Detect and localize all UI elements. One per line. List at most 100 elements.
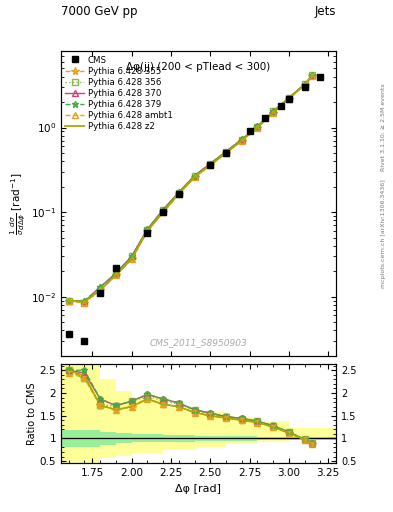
CMS xyxy=(82,338,87,344)
Pythia 6.428 ambt1 xyxy=(145,228,150,234)
Pythia 6.428 370 xyxy=(114,270,118,276)
Pythia 6.428 370 xyxy=(66,297,71,304)
Pythia 6.428 355 xyxy=(302,82,307,88)
Pythia 6.428 ambt1 xyxy=(310,73,315,79)
Text: mcplots.cern.ch [arXiv:1306.3436]: mcplots.cern.ch [arXiv:1306.3436] xyxy=(381,180,386,288)
Pythia 6.428 ambt1 xyxy=(255,124,260,131)
Pythia 6.428 356 xyxy=(302,81,307,88)
CMS xyxy=(208,162,213,168)
Pythia 6.428 355 xyxy=(192,174,197,180)
Pythia 6.428 379 xyxy=(208,161,213,167)
Pythia 6.428 z2 xyxy=(302,82,307,88)
Y-axis label: $\frac{1}{\sigma}\frac{d\sigma}{d\Delta\phi}$ [rad$^{-1}$]: $\frac{1}{\sigma}\frac{d\sigma}{d\Delta\… xyxy=(9,172,28,235)
Pythia 6.428 356 xyxy=(286,95,291,101)
Pythia 6.428 379 xyxy=(302,81,307,87)
Pythia 6.428 355 xyxy=(98,287,103,293)
Pythia 6.428 ambt1 xyxy=(302,82,307,88)
Pythia 6.428 ambt1 xyxy=(66,298,71,305)
CMS xyxy=(66,331,71,337)
Pythia 6.428 ambt1 xyxy=(239,138,244,144)
Pythia 6.428 z2 xyxy=(176,190,181,197)
Text: 7000 GeV pp: 7000 GeV pp xyxy=(61,5,138,18)
Pythia 6.428 370 xyxy=(129,253,134,260)
Pythia 6.428 379 xyxy=(224,148,228,155)
Pythia 6.428 370 xyxy=(208,161,213,167)
Pythia 6.428 355 xyxy=(145,228,150,234)
Pythia 6.428 379 xyxy=(98,284,103,290)
Pythia 6.428 356 xyxy=(66,297,71,304)
Pythia 6.428 370 xyxy=(255,123,260,130)
Pythia 6.428 356 xyxy=(239,137,244,143)
Text: Rivet 3.1.10; ≥ 2.5M events: Rivet 3.1.10; ≥ 2.5M events xyxy=(381,83,386,171)
Line: Pythia 6.428 355: Pythia 6.428 355 xyxy=(65,72,316,307)
Line: CMS: CMS xyxy=(66,74,323,344)
Pythia 6.428 ambt1 xyxy=(271,110,275,116)
Pythia 6.428 370 xyxy=(145,226,150,232)
Pythia 6.428 355 xyxy=(239,138,244,144)
Text: CMS_2011_S8950903: CMS_2011_S8950903 xyxy=(150,338,247,347)
Pythia 6.428 379 xyxy=(310,72,315,78)
Pythia 6.428 370 xyxy=(239,136,244,142)
Y-axis label: Ratio to CMS: Ratio to CMS xyxy=(27,382,37,445)
Line: Pythia 6.428 z2: Pythia 6.428 z2 xyxy=(69,76,312,302)
Pythia 6.428 355 xyxy=(271,110,275,116)
CMS xyxy=(279,103,283,109)
Line: Pythia 6.428 370: Pythia 6.428 370 xyxy=(66,72,316,305)
Pythia 6.428 370 xyxy=(82,298,87,305)
Pythia 6.428 356 xyxy=(271,109,275,115)
CMS xyxy=(98,290,103,296)
Pythia 6.428 370 xyxy=(310,72,315,78)
Pythia 6.428 355 xyxy=(286,96,291,102)
Line: Pythia 6.428 379: Pythia 6.428 379 xyxy=(65,72,316,304)
Pythia 6.428 355 xyxy=(129,256,134,262)
Pythia 6.428 z2 xyxy=(161,209,165,215)
Text: Jets: Jets xyxy=(314,5,336,18)
Pythia 6.428 379 xyxy=(286,95,291,101)
Pythia 6.428 355 xyxy=(224,150,228,156)
Pythia 6.428 ambt1 xyxy=(82,300,87,306)
Pythia 6.428 z2 xyxy=(66,297,71,304)
Pythia 6.428 379 xyxy=(239,136,244,142)
CMS xyxy=(286,96,291,102)
Pythia 6.428 ambt1 xyxy=(114,272,118,278)
Pythia 6.428 z2 xyxy=(239,138,244,144)
Pythia 6.428 379 xyxy=(145,226,150,232)
Pythia 6.428 z2 xyxy=(271,110,275,116)
Pythia 6.428 355 xyxy=(310,73,315,79)
Pythia 6.428 z2 xyxy=(208,162,213,168)
Pythia 6.428 ambt1 xyxy=(161,209,165,215)
Pythia 6.428 z2 xyxy=(192,174,197,180)
Pythia 6.428 379 xyxy=(192,173,197,179)
Pythia 6.428 370 xyxy=(224,148,228,155)
CMS xyxy=(145,230,150,237)
Pythia 6.428 356 xyxy=(176,189,181,196)
Pythia 6.428 356 xyxy=(98,287,103,293)
Pythia 6.428 355 xyxy=(82,300,87,306)
Pythia 6.428 356 xyxy=(145,227,150,233)
Pythia 6.428 370 xyxy=(302,81,307,87)
Pythia 6.428 z2 xyxy=(286,96,291,102)
Pythia 6.428 379 xyxy=(114,270,118,276)
CMS xyxy=(176,190,181,197)
Pythia 6.428 370 xyxy=(286,95,291,101)
Pythia 6.428 z2 xyxy=(129,256,134,262)
Pythia 6.428 370 xyxy=(176,189,181,195)
Pythia 6.428 356 xyxy=(224,148,228,155)
Pythia 6.428 355 xyxy=(176,190,181,197)
Pythia 6.428 356 xyxy=(208,161,213,167)
Pythia 6.428 370 xyxy=(192,173,197,179)
Line: Pythia 6.428 ambt1: Pythia 6.428 ambt1 xyxy=(66,73,316,306)
Pythia 6.428 355 xyxy=(66,297,71,304)
Pythia 6.428 355 xyxy=(114,272,118,278)
Pythia 6.428 370 xyxy=(161,207,165,213)
Pythia 6.428 370 xyxy=(271,109,275,115)
Pythia 6.428 356 xyxy=(310,72,315,78)
Pythia 6.428 z2 xyxy=(82,299,87,305)
CMS xyxy=(161,209,165,215)
Pythia 6.428 356 xyxy=(255,124,260,130)
Pythia 6.428 379 xyxy=(161,207,165,213)
Pythia 6.428 z2 xyxy=(145,228,150,234)
CMS xyxy=(224,150,228,156)
Pythia 6.428 z2 xyxy=(224,150,228,156)
Pythia 6.428 355 xyxy=(208,162,213,168)
